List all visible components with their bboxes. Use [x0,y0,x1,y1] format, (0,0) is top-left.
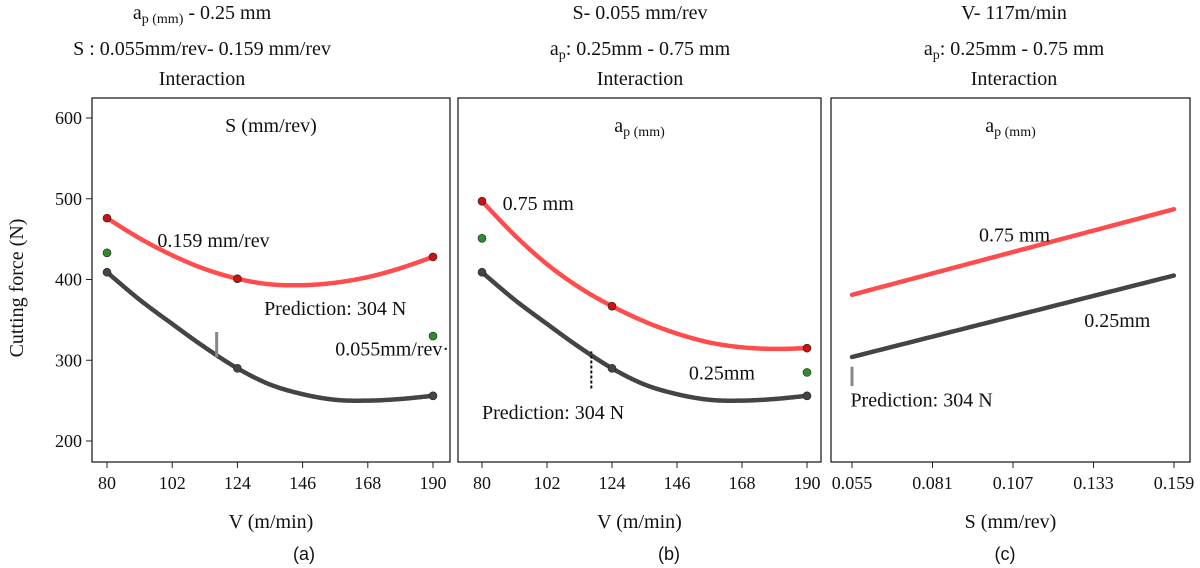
annotation-label: 0.75 mm [979,225,1051,247]
data-point [477,196,487,206]
x-tick-label: 0.107 [993,473,1034,493]
x-axis-label: V (m/min) [229,511,314,533]
series-line [849,206,1177,298]
data-point [102,248,112,258]
x-tick-label: 0.081 [912,473,953,493]
series-line [479,198,810,352]
header-line2: ap: 0.25mm - 0.75 mm [924,38,1105,63]
data-point [477,267,487,277]
data-point [802,343,812,353]
header-line2: ap: 0.25mm - 0.75 mm [550,38,731,63]
x-tick-label: 80 [98,473,116,493]
x-tick-label: 80 [473,473,491,493]
header-interaction-label: Interaction [971,68,1058,90]
data-point [233,274,242,283]
x-tick-label: 102 [534,473,561,493]
series-line [104,269,436,403]
data-point [802,391,812,401]
x-tick-label: 146 [664,473,691,493]
series-line [479,269,810,403]
x-tick-label: 190 [794,473,821,493]
chart-panel-0: S (mm/rev) 200 300 400 500 600 80 102 124 146 168 1… [55,97,451,533]
data-point [477,234,487,243]
panel-header-0: ap (mm) - 0.25 mm S : 0.055mm/rev- 0.159 … [73,2,331,90]
header-interaction-label: Interaction [597,68,684,90]
panel-header-1: S- 0.055 mm/rev ap: 0.25mm - 0.75 mm Inter… [550,2,731,90]
annotation-label: Prediction: 304 N [482,402,624,424]
x-tick-label: 0.055 [832,473,873,493]
header-line1: V- 117m/min [961,2,1067,24]
x-axis-label: V (m/min) [597,511,682,533]
data-point [233,364,242,373]
data-point [607,364,617,373]
x-tick-label: 102 [159,473,186,493]
annotation-label: Prediction: 304 N [850,389,992,411]
panel-caption: (a) [293,544,315,564]
x-tick-label: 146 [289,473,316,493]
chart-panel-2: ap (mm) 0.055 0.081 0.107 0.133 0.159 S (mm/re… [830,97,1195,533]
series-line [104,215,436,288]
data-point [428,331,438,341]
plot-frame [91,97,451,463]
panel-header-2: V- 117m/min ap: 0.25mm - 0.75 mm Interacti… [924,2,1105,90]
x-tick-label: 168 [354,473,381,493]
x-tick-label: 168 [729,473,756,493]
header-line1: ap (mm) - 0.25 mm [133,2,272,27]
data-point [428,252,438,262]
header-line1: S- 0.055 mm/rev [573,2,708,24]
x-tick-label: 190 [420,473,447,493]
annotation-label: Prediction: 304 N [264,298,406,320]
header-interaction-label: Interaction [159,68,246,90]
plot-frame [830,97,1191,463]
x-axis-label: S (mm/rev) [965,511,1057,533]
panel-title: S (mm/rev) [225,115,317,137]
data-point [428,391,438,401]
panel-caption: (b) [658,544,680,564]
y-tick-label: 200 [55,431,82,451]
x-tick-label: 0.133 [1073,473,1114,493]
panel-caption: (c) [995,544,1016,564]
x-tick-label: 124 [599,473,626,493]
y-tick-label: 500 [55,189,82,209]
y-tick-label: 300 [55,350,82,370]
panel-title: ap (mm) [614,115,665,140]
y-axis-label: Cutting force (N) [6,219,28,358]
annotation-label: 0.055mm/rev· [335,338,449,360]
data-point [102,267,112,277]
header-line2: S : 0.055mm/rev- 0.159 mm/rev [73,38,331,60]
annotation-label: 0.25mm [689,363,756,385]
series-line [849,273,1177,360]
plot-frame [457,97,822,463]
data-point [607,301,617,311]
annotation-label: 0.159 mm/rev [157,230,269,252]
chart-panel-1: ap (mm) 80 102 124 146 168 190 V (m/min) 0.75 mm… [457,97,822,533]
data-point [802,368,812,377]
y-tick-label: 400 [55,270,82,290]
panel-title: ap (mm) [985,115,1036,140]
x-tick-label: 0.159 [1154,473,1195,493]
data-point [102,213,112,223]
x-tick-label: 124 [224,473,251,493]
y-tick-label: 600 [55,108,82,128]
annotation-label: 0.25mm [1084,310,1151,332]
annotation-label: 0.75 mm [503,193,575,215]
